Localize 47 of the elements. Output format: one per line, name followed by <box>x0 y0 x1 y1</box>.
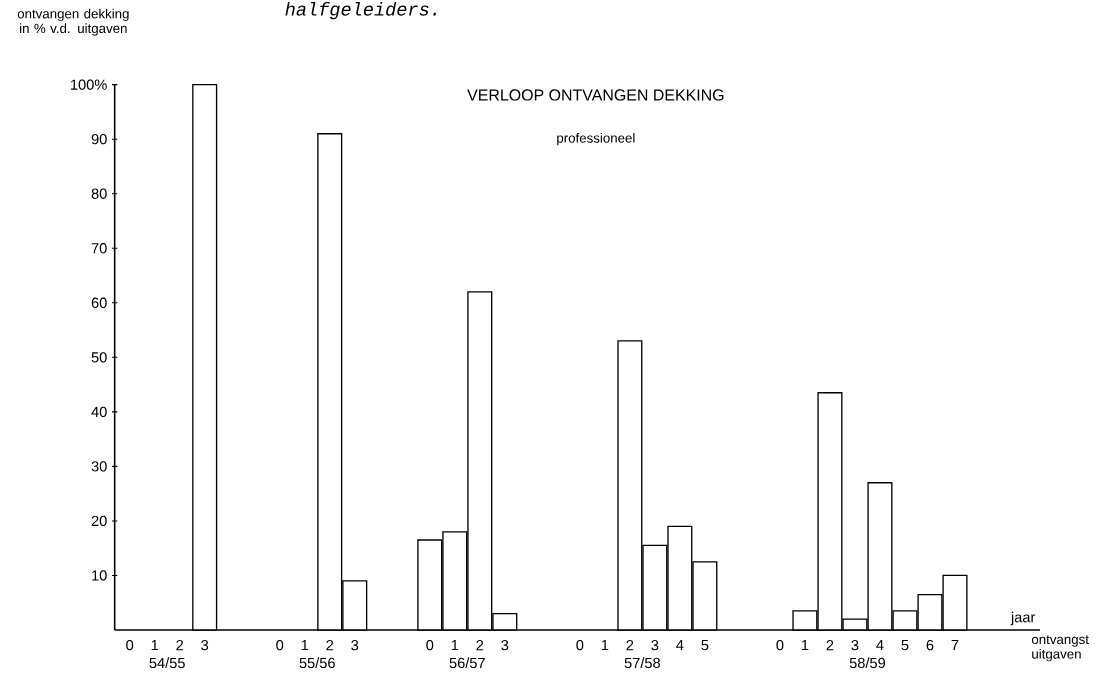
chart-title: VERLOOP ONTVANGEN DEKKING <box>467 89 724 101</box>
x-tick-label: 1 <box>601 640 609 651</box>
y-tick-label: 30 <box>91 461 107 472</box>
x-tick-label: 2 <box>476 640 484 651</box>
x-tick-label: 4 <box>676 640 684 651</box>
x-tick-label: 3 <box>201 640 209 651</box>
x-tick-label: 0 <box>126 640 134 651</box>
x-tick-label: 3 <box>851 640 859 651</box>
text: 54/55 <box>149 657 185 669</box>
x-tick-label: 0 <box>576 640 584 651</box>
y-tick-label: 70 <box>91 243 107 254</box>
x-tick-label: 4 <box>876 640 884 651</box>
x-tick-label: 1 <box>451 640 459 651</box>
x-tick-label: 2 <box>176 640 184 651</box>
x-tick-label: 5 <box>901 640 909 651</box>
x-tick-label: 0 <box>776 640 784 651</box>
text: 58/59 <box>849 657 886 669</box>
y-tick-label: 10 <box>92 570 107 581</box>
text: ontvangst uitgaven <box>1031 635 1089 662</box>
x-tick-label: 0 <box>426 640 434 651</box>
text: halfgeleiders. <box>285 2 436 20</box>
y-tick-label: 80 <box>91 188 107 199</box>
x-tick-label: 0 <box>276 640 284 651</box>
y-axis-title: ontvangen dekking in % v.d. uitgaven <box>17 8 129 36</box>
x-axis-title: jaar <box>1010 611 1036 626</box>
x-tick-label: 3 <box>501 640 509 651</box>
x-tick-label: 2 <box>626 640 634 651</box>
y-tick-label: 100% <box>71 79 107 90</box>
x-tick-label: 7 <box>951 640 959 651</box>
x-tick-label: 1 <box>801 640 809 651</box>
y-tick-label: 90 <box>91 134 107 145</box>
y-tick-label: 50 <box>91 352 107 363</box>
x-tick-label: 1 <box>151 640 159 651</box>
x-tick-label: 6 <box>926 640 934 651</box>
text: 57/58 <box>624 657 660 669</box>
y-tick-label: 40 <box>91 406 107 418</box>
y-tick-label: 20 <box>91 515 107 527</box>
text: professioneel <box>557 132 635 146</box>
x-tick-label: 3 <box>351 640 359 651</box>
text: 56/57 <box>449 657 485 669</box>
x-tick-label: 3 <box>651 640 659 651</box>
text: 55/56 <box>299 657 335 669</box>
x-tick-label: 2 <box>326 640 334 651</box>
x-tick-label: 1 <box>301 640 309 651</box>
y-tick-label: 60 <box>91 297 107 308</box>
x-tick-label: 2 <box>826 640 834 651</box>
x-tick-label: 5 <box>701 640 709 651</box>
